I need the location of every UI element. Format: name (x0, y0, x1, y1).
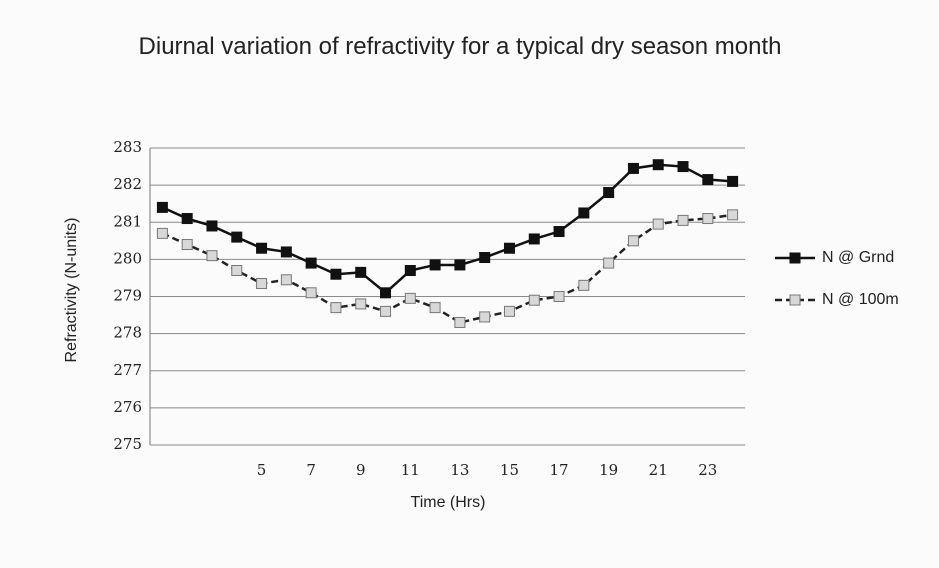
point (156, 201, 168, 213)
point (181, 239, 193, 251)
series-line (161, 163, 733, 295)
point (627, 235, 639, 247)
point (553, 226, 565, 238)
x-tick-label: 13 (450, 461, 469, 479)
point (380, 287, 392, 299)
x-axis-title: Time (Hrs) (411, 494, 486, 511)
point (553, 291, 565, 302)
point (256, 242, 268, 254)
point (479, 311, 491, 323)
y-tick-label: 281 (113, 212, 142, 230)
point (652, 218, 664, 230)
series-line (161, 213, 733, 324)
legend-label: N @ 100m (822, 291, 899, 308)
x-tick-label: 15 (500, 461, 519, 479)
y-tick-label: 283 (113, 138, 142, 156)
x-tick-label: 21 (649, 461, 668, 479)
y-tick-label: 279 (113, 287, 142, 305)
point (231, 265, 243, 277)
point (702, 213, 714, 225)
y-tick-label: 277 (113, 361, 142, 379)
chart-title: Diurnal variation of refractivity for a … (138, 33, 782, 60)
x-tick-label: 19 (599, 461, 618, 479)
point (256, 278, 268, 290)
point (454, 316, 466, 328)
x-tick-label: 17 (550, 461, 569, 479)
point (206, 220, 218, 232)
point (727, 175, 739, 187)
point (528, 294, 540, 306)
point (330, 268, 342, 280)
point (603, 257, 615, 269)
point (280, 274, 292, 286)
point (206, 250, 218, 262)
y-tick-label: 282 (113, 175, 142, 193)
point (702, 174, 714, 186)
x-tick-label: 7 (306, 461, 316, 479)
y-tick-label: 278 (113, 324, 142, 342)
y-tick-label: 280 (113, 249, 142, 267)
point (355, 298, 367, 310)
point (677, 214, 689, 226)
point (677, 161, 689, 173)
y-tick-label: 275 (113, 435, 142, 453)
point (429, 302, 441, 314)
point (727, 209, 739, 221)
point (652, 159, 664, 171)
point (528, 233, 540, 245)
point (231, 231, 243, 243)
point (404, 265, 416, 277)
legend-marker (789, 252, 801, 264)
point (305, 287, 317, 299)
point (305, 257, 317, 269)
legend-marker (789, 294, 801, 306)
point (603, 187, 615, 199)
x-tick-label: 23 (698, 461, 717, 479)
point (578, 279, 590, 291)
point (454, 259, 466, 271)
point (479, 252, 491, 264)
y-axis-title: Refractivity (N-units) (63, 218, 80, 363)
point (503, 242, 515, 254)
point (181, 213, 193, 225)
x-tick-label: 11 (401, 461, 420, 479)
point (156, 227, 168, 239)
point (330, 302, 342, 314)
point (627, 162, 639, 174)
point (404, 292, 416, 304)
y-tick-label: 276 (113, 398, 142, 416)
point (503, 305, 515, 317)
point (355, 266, 367, 278)
point (380, 305, 392, 317)
x-tick-label: 5 (257, 461, 267, 479)
point (280, 246, 292, 258)
point (578, 207, 590, 219)
point (429, 259, 441, 271)
legend-label: N @ Grnd (822, 249, 894, 266)
x-tick-label: 9 (356, 461, 366, 479)
